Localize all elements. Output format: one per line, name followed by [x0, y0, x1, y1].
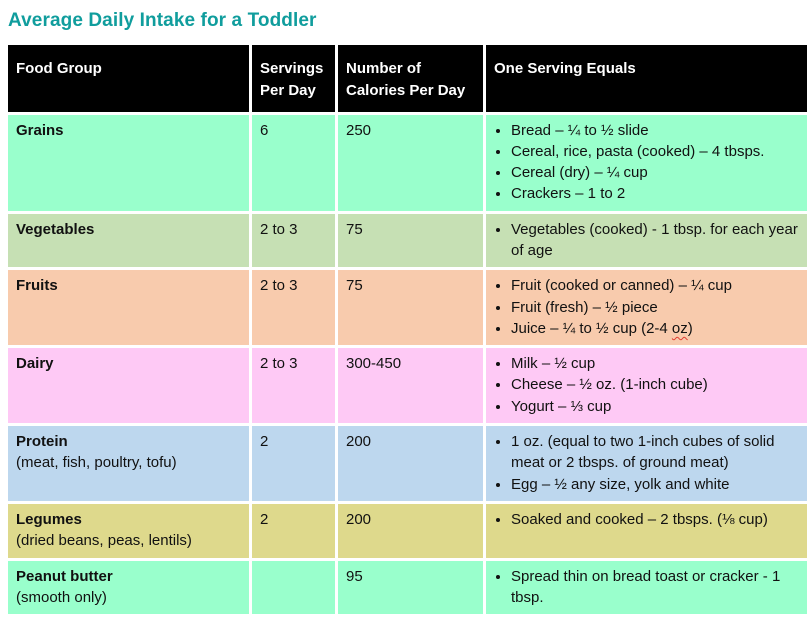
serving-equals-list: Soaked and cooked – 2 tbsps. (⅛ cup) — [494, 509, 799, 530]
daily-intake-table: Food Group Servings Per Day Number of Calo… — [5, 42, 808, 617]
column-header: Food Group — [8, 45, 249, 112]
spellcheck-underline: oz — [671, 319, 688, 337]
food-group-cell: Grains — [8, 114, 249, 211]
serving-equals-item: Milk – ½ cup — [511, 353, 799, 374]
table-row: Grains6250Bread – ¼ to ½ slideCereal, ri… — [8, 114, 807, 211]
page-title: Average Daily Intake for a Toddler — [8, 10, 317, 31]
food-group-cell: Protein (meat, fish, poultry, tofu) — [8, 426, 249, 501]
serving-equals-item: Cheese – ½ oz. (1-inch cube) — [511, 374, 799, 395]
table-body: Grains6250Bread – ¼ to ½ slideCereal, ri… — [8, 114, 807, 615]
food-group-name: Protein — [16, 433, 68, 451]
column-header: Servings Per Day — [252, 45, 335, 112]
table-header-row: Food Group Servings Per Day Number of Calo… — [8, 45, 807, 112]
one-serving-equals-cell: Vegetables (cooked) - 1 tbsp. for each y… — [486, 213, 807, 268]
serving-equals-list: Vegetables (cooked) - 1 tbsp. for each y… — [494, 219, 799, 262]
servings-per-day-cell — [252, 560, 335, 615]
column-header: One Serving Equals — [486, 45, 807, 112]
food-group-name: Dairy — [16, 355, 54, 373]
servings-per-day-cell: 2 — [252, 503, 335, 558]
one-serving-equals-cell: Bread – ¼ to ½ slideCereal, rice, pasta … — [486, 114, 807, 211]
table-row: Peanut butter (smooth only) 95 Spread thin … — [8, 560, 807, 615]
one-serving-equals-cell: Soaked and cooked – 2 tbsps. (⅛ cup) — [486, 503, 807, 558]
food-group-name: Vegetables — [16, 220, 95, 238]
food-group-name: Peanut butter — [16, 567, 113, 585]
food-group-note: (smooth only) — [16, 588, 107, 606]
calories-per-day-cell: 300-450 — [338, 348, 483, 424]
food-group-name: Grains — [16, 121, 64, 139]
food-group-cell: Peanut butter (smooth only) — [8, 560, 249, 615]
serving-equals-item: 1 oz. (equal to two 1-inch cubes of soli… — [511, 431, 799, 474]
food-group-cell: Vegetables — [8, 213, 249, 268]
calories-per-day-cell: 250 — [338, 114, 483, 211]
serving-equals-item: Bread – ¼ to ½ slide — [511, 120, 799, 141]
calories-per-day-cell: 75 — [338, 270, 483, 346]
servings-per-day-cell: 2 to 3 — [252, 348, 335, 424]
calories-per-day-cell: 200 — [338, 503, 483, 558]
food-group-name: Legumes — [16, 510, 82, 528]
calories-per-day-cell: 200 — [338, 426, 483, 501]
calories-per-day-cell: 75 — [338, 213, 483, 268]
serving-equals-list: 1 oz. (equal to two 1-inch cubes of soli… — [494, 431, 799, 495]
food-group-name: Fruits — [16, 277, 58, 295]
serving-equals-item: Vegetables (cooked) - 1 tbsp. for each y… — [511, 219, 799, 262]
table-row: Vegetables 2 to 375 Vegetables (cooked) - … — [8, 213, 807, 268]
one-serving-equals-cell: Milk – ½ cupCheese – ½ oz. (1-inch cube)… — [486, 348, 807, 424]
servings-per-day-cell: 2 — [252, 426, 335, 501]
food-group-note: (meat, fish, poultry, tofu) — [16, 454, 177, 472]
serving-equals-item: Yogurt – ⅓ cup — [511, 396, 799, 417]
food-group-cell: Fruits — [8, 270, 249, 346]
food-group-cell: Legumes (dried beans, peas, lentils) — [8, 503, 249, 558]
servings-per-day-cell: 2 to 3 — [252, 270, 335, 346]
column-header: Number of Calories Per Day — [338, 45, 483, 112]
calories-per-day-cell: 95 — [338, 560, 483, 615]
serving-equals-item: Soaked and cooked – 2 tbsps. (⅛ cup) — [511, 509, 799, 530]
serving-equals-list: Spread thin on bread toast or cracker - … — [494, 566, 799, 609]
serving-equals-item: Cereal, rice, pasta (cooked) – 4 tbsps. — [511, 141, 799, 162]
servings-per-day-cell: 6 — [252, 114, 335, 211]
food-group-note: (dried beans, peas, lentils) — [16, 532, 192, 550]
servings-per-day-cell: 2 to 3 — [252, 213, 335, 268]
serving-equals-item: Fruit (cooked or canned) – ¼ cup — [511, 275, 799, 296]
serving-equals-item: Cereal (dry) – ¼ cup — [511, 162, 799, 183]
serving-equals-item: Fruit (fresh) – ½ piece — [511, 297, 799, 318]
serving-equals-item: Juice – ¼ to ½ cup (2-4 oz) — [511, 318, 799, 339]
serving-equals-item: Egg – ½ any size, yolk and white — [511, 474, 799, 495]
one-serving-equals-cell: Fruit (cooked or canned) – ¼ cupFruit (f… — [486, 270, 807, 346]
serving-equals-item: Crackers – 1 to 2 — [511, 183, 799, 204]
serving-equals-list: Milk – ½ cupCheese – ½ oz. (1-inch cube)… — [494, 353, 799, 417]
serving-equals-list: Bread – ¼ to ½ slideCereal, rice, pasta … — [494, 120, 799, 205]
serving-equals-list: Fruit (cooked or canned) – ¼ cupFruit (f… — [494, 275, 799, 339]
serving-equals-item: Spread thin on bread toast or cracker - … — [511, 566, 799, 609]
food-group-cell: Dairy — [8, 348, 249, 424]
one-serving-equals-cell: 1 oz. (equal to two 1-inch cubes of soli… — [486, 426, 807, 501]
one-serving-equals-cell: Spread thin on bread toast or cracker - … — [486, 560, 807, 615]
